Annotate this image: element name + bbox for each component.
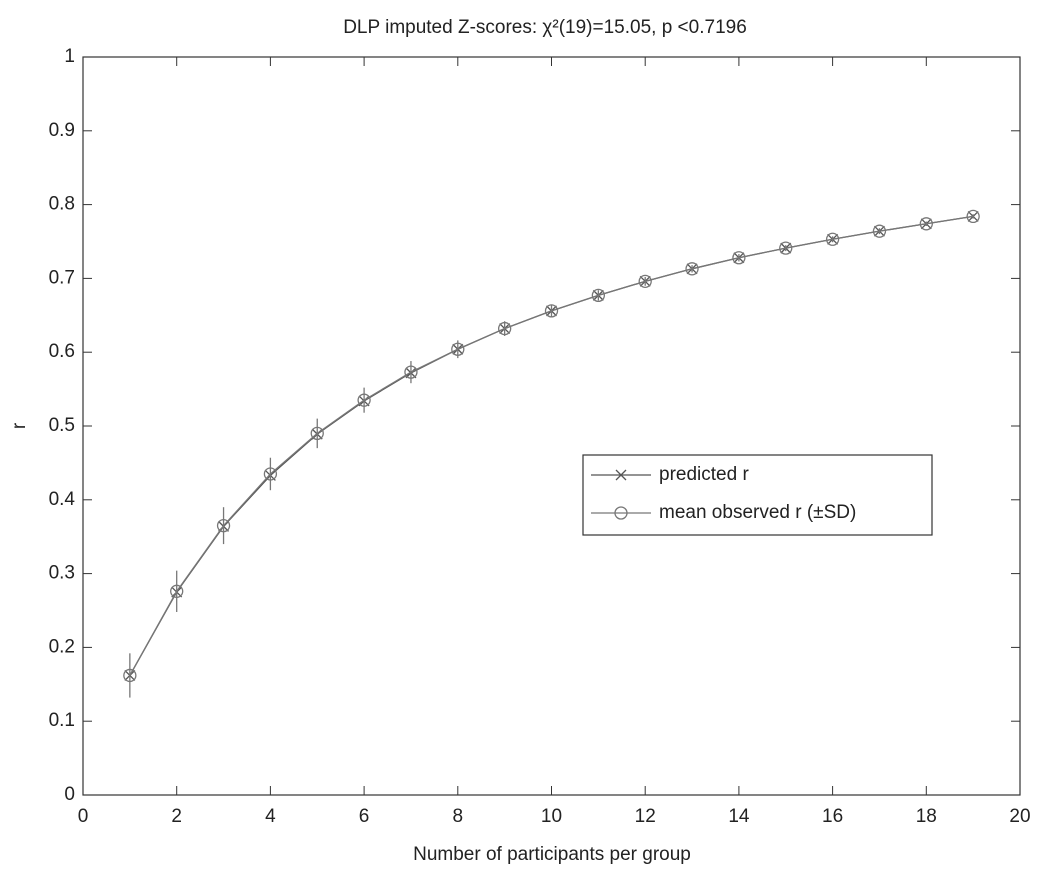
y-tick-label: 0.5 <box>49 415 75 436</box>
data-point <box>404 365 418 379</box>
data-point <box>825 232 840 246</box>
x-tick-label: 8 <box>453 806 464 827</box>
data-point <box>638 274 652 289</box>
y-tick-label: 0.7 <box>49 267 75 288</box>
x-axis-label: Number of participants per group <box>413 844 691 865</box>
data-point <box>685 262 699 276</box>
x-tick-label: 18 <box>916 806 937 827</box>
x-tick-label: 12 <box>635 806 656 827</box>
y-tick-label: 0.8 <box>49 194 75 215</box>
legend-marker <box>615 469 627 481</box>
legend-marker <box>614 506 628 520</box>
data-point <box>216 518 231 533</box>
data-point <box>310 426 324 441</box>
data-point <box>123 668 137 683</box>
legend-label: mean observed r (±SD) <box>659 502 856 523</box>
legend-label: predicted r <box>659 464 749 485</box>
x-tick-label: 4 <box>265 806 276 827</box>
y-tick-label: 0.4 <box>49 489 76 510</box>
y-tick-label: 0.3 <box>49 563 75 584</box>
y-tick-label: 1 <box>64 46 75 67</box>
legend-box <box>582 454 933 536</box>
data-point <box>966 209 980 224</box>
data-point <box>919 217 933 231</box>
data-point <box>872 224 887 238</box>
data-point <box>779 241 793 255</box>
data-point <box>170 584 184 598</box>
data-point <box>497 321 512 336</box>
y-tick-label: 0.2 <box>49 636 75 657</box>
x-tick-label: 20 <box>1009 806 1030 827</box>
series-line <box>129 215 974 676</box>
data-point <box>357 393 371 407</box>
y-tick-label: 0 <box>64 784 75 805</box>
x-tick-label: 14 <box>728 806 750 827</box>
data-point <box>544 304 559 318</box>
x-tick-label: 10 <box>541 806 562 827</box>
y-tick-label: 0.1 <box>49 710 75 731</box>
data-point <box>732 251 746 265</box>
x-tick-label: 16 <box>822 806 843 827</box>
y-tick-label: 0.6 <box>49 341 75 362</box>
chart-title: DLP imputed Z-scores: χ²(19)=15.05, p <0… <box>343 17 747 38</box>
data-point <box>263 467 278 481</box>
plot-frame <box>82 56 1021 796</box>
data-point <box>591 288 605 303</box>
y-axis-label: r <box>9 422 30 429</box>
x-tick-label: 0 <box>78 806 89 827</box>
x-tick-label: 6 <box>359 806 370 827</box>
data-point <box>451 342 465 356</box>
y-tick-label: 0.9 <box>49 120 75 141</box>
x-tick-label: 2 <box>171 806 182 827</box>
series-line <box>129 215 974 676</box>
